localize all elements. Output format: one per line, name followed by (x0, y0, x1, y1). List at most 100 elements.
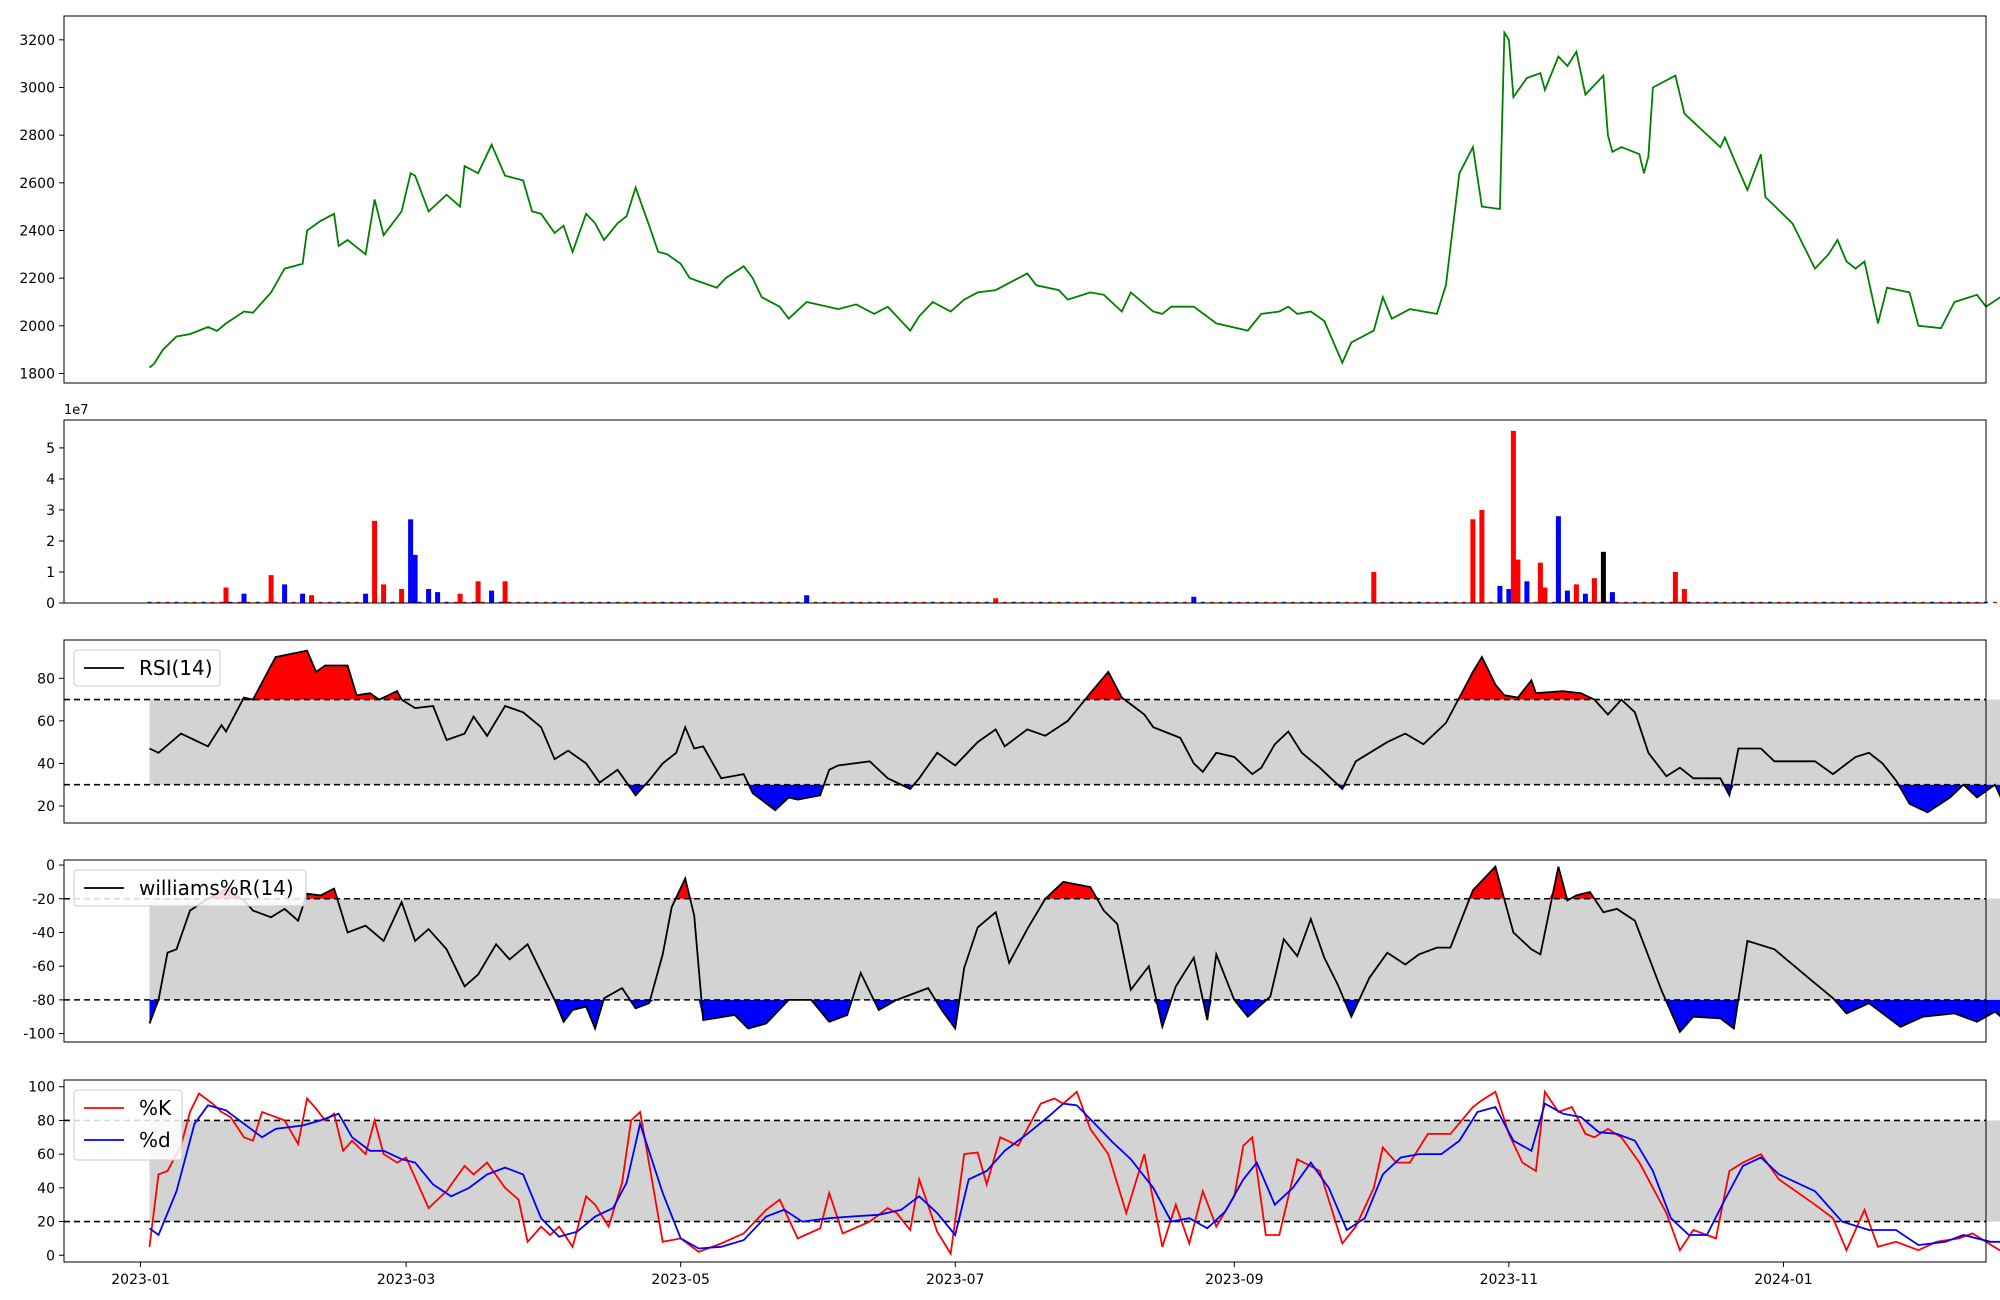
price-y-tick-label: 1800 (19, 366, 55, 382)
stochastic-y-tick-label: 40 (37, 1181, 55, 1197)
volume-base-bar (1722, 601, 1727, 603)
volume-bar (475, 581, 481, 603)
volume-base-bar (1939, 601, 1943, 603)
stochastic-y-tick-label: 0 (46, 1248, 55, 1264)
volume-base-bar (696, 601, 701, 603)
price-line (148, 29, 2000, 369)
volume-base-bar (1758, 601, 1763, 603)
volume-base-bar (1209, 601, 1214, 603)
price-y-tick-label: 2800 (19, 128, 55, 144)
volume-base-bar (1813, 601, 1817, 603)
volume-bar (1542, 587, 1548, 603)
volume-base-bar (1831, 601, 1835, 603)
volume-base-bar (264, 601, 269, 603)
volume-base-bar (615, 601, 620, 603)
volume-base-bar (1416, 601, 1421, 603)
volume-base-bar (1254, 601, 1259, 603)
williams-y-tick-label: -20 (32, 892, 55, 908)
volume-base-bar (1461, 601, 1466, 603)
volume-base-bar (1173, 601, 1178, 603)
volume-base-bar (867, 601, 872, 603)
volume-base-bar (1966, 601, 1970, 603)
volume-base-bar (1885, 601, 1889, 603)
volume-base-bar (1614, 601, 1619, 603)
stochastic-neutral-band (149, 1120, 2000, 1222)
volume-base-bar (1840, 601, 1844, 603)
volume-y-tick-label: 2 (46, 534, 55, 550)
price-panel: 1800 2000 2200 2400 2600 2800 3000 3200 (19, 15, 2000, 384)
volume-base-bar (165, 601, 170, 603)
volume-base-bar (1227, 601, 1232, 603)
volume-bar (381, 584, 387, 603)
volume-bar (804, 595, 810, 603)
volume-base-bar (1605, 601, 1610, 603)
volume-bar (282, 584, 288, 603)
volume-base-bar (1407, 601, 1412, 603)
volume-base-bar (255, 601, 260, 603)
volume-bar (1510, 430, 1516, 603)
volume-base-bar (1236, 601, 1241, 603)
volume-base-bar (417, 601, 422, 603)
williams-r-panel: -100 -80 -60 -40 -20 0 williams%R(14) (23, 858, 2000, 1043)
williams-legend (73, 869, 307, 907)
volume-y-tick-label: 5 (46, 441, 55, 457)
volume-base-bar (246, 601, 251, 603)
volume-base-bar (876, 601, 881, 603)
stochastic-frame (63, 1079, 1987, 1263)
volume-base-bar (912, 601, 917, 603)
volume-base-bar (273, 601, 278, 603)
volume-base-bar (534, 601, 539, 603)
volume-y-tick-label: 4 (46, 472, 55, 488)
volume-bar (1600, 551, 1606, 603)
volume-base-bar (1110, 601, 1115, 603)
volume-bar (426, 589, 432, 603)
volume-base-bar (1011, 601, 1016, 603)
volume-base-bar (1488, 601, 1493, 603)
x-tick-label: 2023-01 (111, 1272, 170, 1288)
volume-base-bar (174, 601, 179, 603)
volume-base-bar (975, 601, 980, 603)
x-tick-label: 2023-07 (926, 1272, 985, 1288)
volume-base-bar (795, 601, 800, 603)
volume-base-bar (840, 601, 845, 603)
volume-base-bar (1740, 601, 1745, 603)
williams-y-tick-label: -100 (23, 1027, 55, 1043)
volume-base-bar (543, 601, 548, 603)
volume-bar (1537, 562, 1543, 603)
volume-base-bar (921, 601, 926, 603)
volume-base-bar (1452, 601, 1457, 603)
volume-base-bar (1290, 601, 1295, 603)
stochastic-y-tick-label: 80 (37, 1113, 55, 1129)
volume-y-tick-label: 3 (46, 503, 55, 519)
volume-bar (1573, 584, 1579, 603)
volume-base-bar (1317, 601, 1322, 603)
volume-base-bar (1731, 601, 1736, 603)
volume-base-bar (525, 601, 530, 603)
volume-base-bar (1650, 601, 1655, 603)
volume-bar (399, 589, 405, 603)
volume-base-bar (1867, 601, 1871, 603)
volume-base-bar (147, 601, 152, 603)
volume-bar (1191, 596, 1197, 603)
volume-bar (1497, 585, 1503, 603)
volume-base-bar (1569, 601, 1574, 603)
volume-bar (1609, 592, 1615, 603)
volume-bar (502, 581, 508, 603)
volume-bar (993, 598, 999, 603)
volume-bar (363, 593, 369, 603)
volume-base-bar (1335, 601, 1340, 603)
volume-base-bar (984, 601, 989, 603)
volume-bar (1582, 593, 1588, 603)
volume-base-bar (849, 601, 854, 603)
volume-base-bar (1092, 601, 1097, 603)
rsi-line (149, 649, 2000, 814)
price-y-tick-label: 2600 (19, 176, 55, 192)
volume-base-bar (201, 601, 206, 603)
volume-bar (309, 595, 315, 603)
volume-base-bar (966, 601, 971, 603)
rsi-legend-label: RSI(14) (139, 656, 213, 680)
volume-base-bar (1695, 601, 1700, 603)
volume-base-bar (777, 601, 782, 603)
volume-base-bar (390, 601, 395, 603)
